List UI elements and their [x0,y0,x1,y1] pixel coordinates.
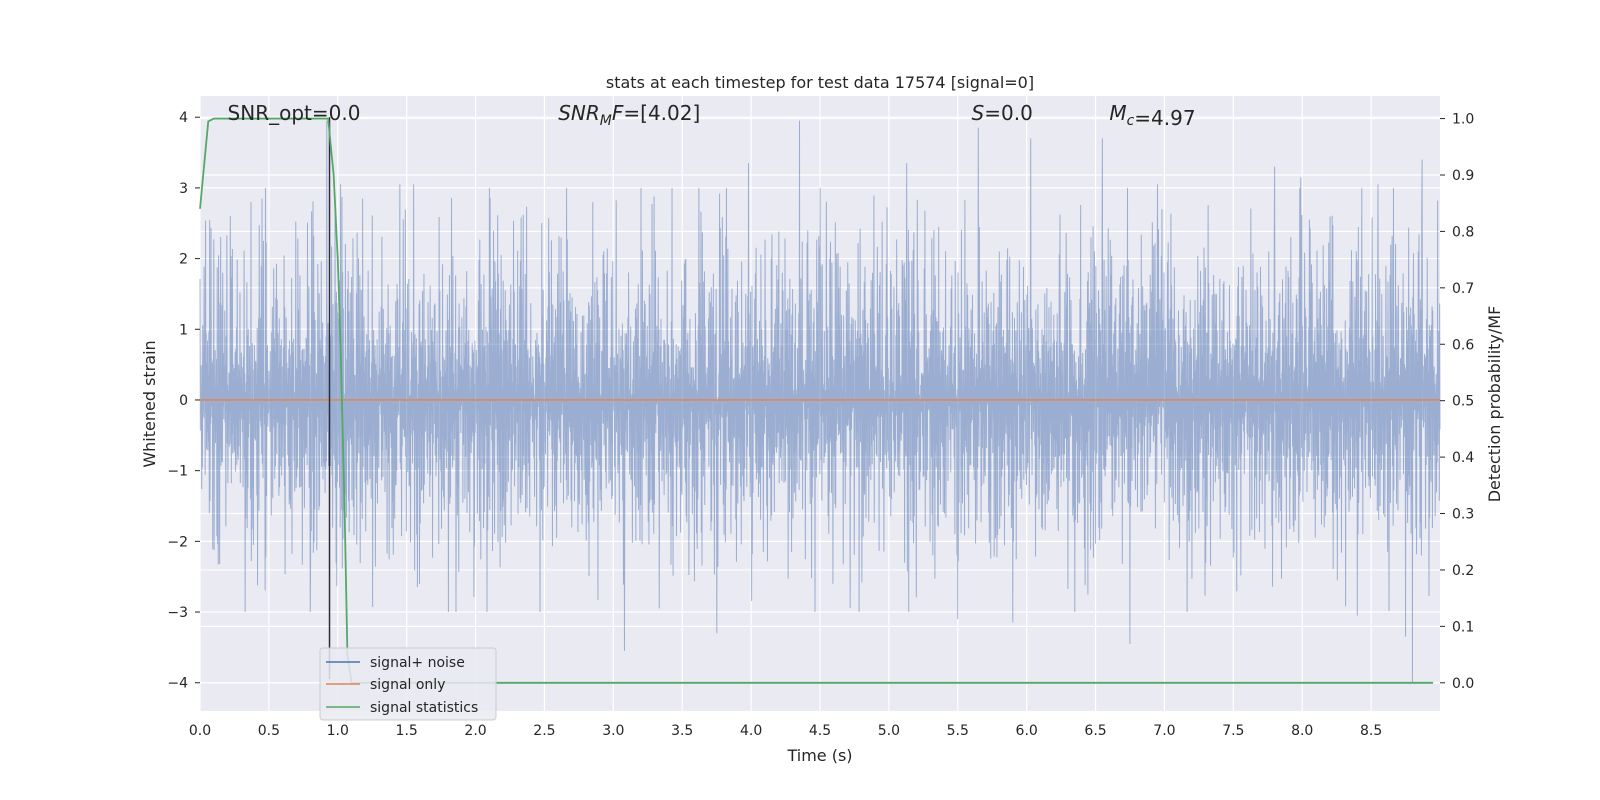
y-tick-label: 3 [179,181,188,197]
y-right-tick-label: 0.2 [1452,563,1474,579]
legend-label-signal-noise: signal+ noise [370,655,465,671]
y-tick-label: 1 [179,322,188,338]
legend-frame [319,647,497,721]
y-axis-left-label: Whitened strain [140,340,159,467]
x-tick-label: 6.5 [1084,723,1106,739]
x-tick-label: 0.5 [258,723,280,739]
x-tick-label: 6.0 [1016,723,1038,739]
y-right-tick-label: 0.9 [1452,168,1474,184]
annotation-0: SNR_opt=0.0 [228,101,361,125]
y-right-tick-label: 0.3 [1452,507,1474,523]
x-tick-label: 5.5 [947,723,969,739]
y-right-tick-label: 0.7 [1452,281,1474,297]
y-right-tick-label: 0.0 [1452,676,1474,692]
x-tick-label: 1.5 [396,723,418,739]
chart-title: stats at each timestep for test data 175… [606,73,1034,92]
annotations: SNR_opt=0.0 SNRMF=[4.02] S=0.0 Mc=4.97 [228,101,1196,130]
y-tick-label: −4 [167,676,188,692]
x-tick-label: 0.0 [189,723,211,739]
y-right-tick-label: 0.1 [1452,619,1474,635]
series-line-signal-noise [199,120,1441,683]
y-right-tick-label: 0.5 [1452,394,1474,410]
x-tick-label: 1.0 [327,723,349,739]
signal-noise-series [199,120,1441,683]
x-tick-label: 4.5 [809,723,831,739]
x-tick-label: 7.0 [1153,723,1175,739]
series-line-signal-statistics [199,117,1434,684]
y-tick-label: 4 [179,110,188,126]
y-tick-label: −1 [167,464,188,480]
y-right-tick-label: 0.6 [1452,337,1474,353]
annotation-1: SNRMF=[4.02] [558,101,700,129]
x-axis-label: Time (s) [786,746,852,765]
x-tick-label: 2.5 [533,723,555,739]
y-tick-label: −2 [167,534,188,550]
legend: signal+ noise signal only signal statist… [319,647,497,721]
y-axis-left-ticks: −4 −3 −2 −1 0 1 2 3 4 [167,110,200,692]
x-tick-label: 8.5 [1360,723,1382,739]
y-tick-label: −3 [167,605,188,621]
y-tick-label: 0 [179,393,188,409]
y-tick-label: 2 [179,252,188,268]
legend-label-signal-only: signal only [370,677,445,693]
legend-label-signal-statistics: signal statistics [370,700,478,716]
x-tick-label: 3.5 [671,723,693,739]
y-axis-right-ticks: 0.0 0.1 0.2 0.3 0.4 0.5 0.6 0.7 0.8 0.9 1.0 [1440,112,1474,692]
x-axis-ticks: 0.0 0.5 1.0 1.5 2.0 2.5 3.0 3.5 4.0 4.5 5.0 5.5 6.0 6… [189,723,1382,739]
annotation-2: S=0.0 [972,101,1033,125]
x-tick-label: 5.0 [878,723,900,739]
x-tick-label: 4.0 [740,723,762,739]
x-tick-label: 3.0 [602,723,624,739]
series-layer [199,117,1440,684]
y-axis-right-label: Detection probability/MF [1485,306,1504,503]
y-right-tick-label: 0.4 [1452,450,1474,466]
x-tick-label: 8.0 [1291,723,1313,739]
x-tick-label: 7.5 [1222,723,1244,739]
y-right-tick-label: 1.0 [1452,112,1474,128]
x-tick-label: 2.0 [464,723,486,739]
y-right-tick-label: 0.8 [1452,224,1474,240]
annotation-3: Mc=4.97 [1109,101,1195,130]
